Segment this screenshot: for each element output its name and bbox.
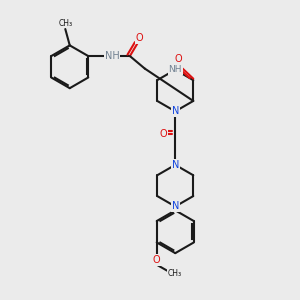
- Text: CH₃: CH₃: [167, 269, 182, 278]
- Text: O: O: [136, 33, 143, 43]
- Text: NH: NH: [105, 51, 119, 61]
- Text: CH₃: CH₃: [58, 19, 72, 28]
- Text: O: O: [175, 54, 182, 64]
- Text: O: O: [160, 129, 167, 139]
- Text: NH: NH: [169, 65, 182, 74]
- Text: N: N: [172, 202, 179, 212]
- Text: O: O: [153, 255, 160, 265]
- Text: N: N: [172, 160, 179, 170]
- Text: N: N: [172, 106, 179, 116]
